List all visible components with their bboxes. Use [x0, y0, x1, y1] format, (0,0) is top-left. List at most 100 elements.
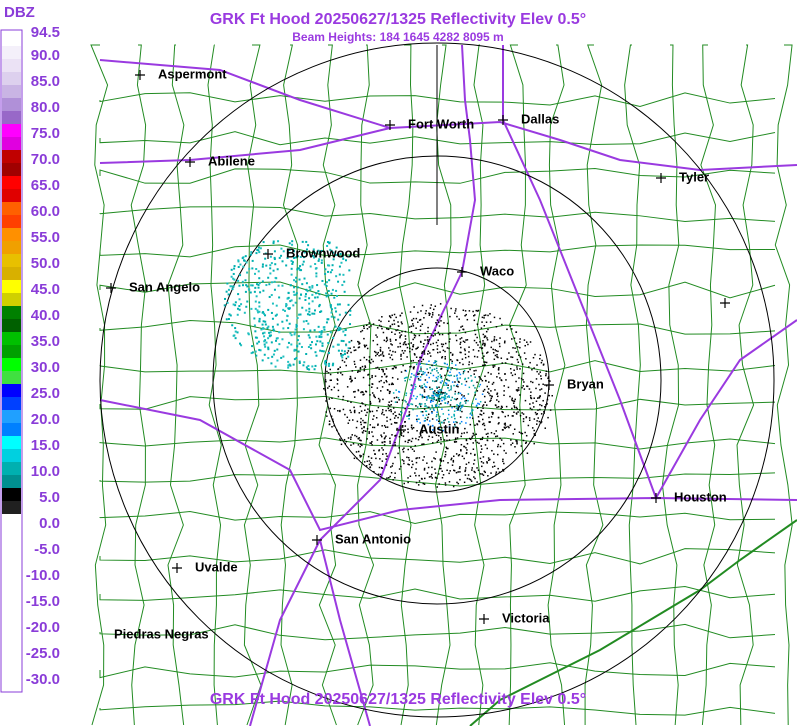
echo — [225, 318, 228, 321]
echo — [549, 409, 552, 411]
echo — [422, 358, 425, 361]
echo — [456, 379, 459, 381]
echo — [340, 354, 343, 357]
echo — [353, 360, 356, 363]
echo — [437, 392, 440, 394]
echo — [386, 337, 388, 339]
echo — [271, 355, 274, 358]
echo — [370, 457, 373, 459]
echo — [533, 442, 535, 445]
echo — [455, 421, 457, 423]
echo — [303, 251, 306, 254]
echo — [250, 284, 253, 287]
echo — [480, 448, 483, 450]
echo — [414, 335, 417, 337]
echo — [334, 253, 337, 256]
echo — [397, 321, 399, 323]
echo — [436, 378, 439, 380]
echo — [521, 363, 524, 365]
echo — [400, 334, 403, 336]
echo — [396, 329, 399, 331]
echo — [476, 356, 479, 358]
echo — [439, 437, 442, 439]
echo — [239, 274, 242, 277]
echo — [449, 404, 452, 406]
echo — [390, 403, 392, 406]
echo — [430, 475, 432, 478]
echo — [472, 442, 474, 444]
echo — [339, 438, 341, 440]
echo — [404, 335, 407, 337]
echo — [420, 366, 422, 368]
echo — [376, 439, 379, 441]
echo — [341, 255, 344, 258]
echo — [503, 341, 506, 344]
echo — [369, 400, 372, 403]
echo — [404, 407, 406, 410]
echo — [426, 339, 429, 341]
echo — [497, 467, 499, 470]
echo — [343, 290, 346, 293]
echo — [428, 406, 430, 409]
legend-label: 94.5 — [31, 24, 60, 41]
echo — [336, 303, 339, 306]
echo — [472, 349, 475, 351]
echo — [418, 480, 421, 482]
legend-swatch — [2, 33, 21, 46]
echo — [447, 333, 450, 335]
echo — [293, 358, 296, 361]
echo — [378, 368, 380, 370]
echo — [355, 435, 358, 438]
echo — [369, 394, 371, 396]
echo — [295, 323, 298, 326]
echo — [256, 342, 259, 345]
echo — [450, 368, 452, 371]
echo — [412, 408, 414, 411]
echo — [528, 366, 530, 368]
echo — [464, 469, 467, 471]
echo — [362, 419, 364, 422]
echo — [467, 399, 469, 402]
echo — [437, 375, 439, 378]
echo — [468, 361, 471, 363]
echo — [308, 336, 311, 339]
echo — [259, 247, 262, 250]
echo — [308, 286, 311, 289]
county-line — [99, 281, 776, 299]
echo — [350, 444, 352, 446]
echo — [394, 366, 397, 369]
echo — [514, 446, 516, 448]
echo — [410, 365, 412, 368]
echo — [467, 393, 470, 395]
echo — [481, 436, 484, 439]
echo — [444, 419, 446, 421]
legend-label: 70.0 — [31, 151, 60, 168]
echo — [294, 301, 297, 304]
echo — [468, 478, 471, 480]
echo — [479, 346, 481, 349]
echo — [493, 358, 496, 361]
echo — [357, 389, 360, 392]
coastline — [469, 519, 797, 726]
echo — [343, 353, 346, 356]
echo — [470, 480, 473, 482]
echo — [287, 364, 290, 367]
echo — [479, 413, 481, 416]
legend-swatch — [2, 72, 21, 85]
echo — [342, 340, 345, 343]
echo — [531, 381, 534, 384]
echo — [294, 349, 297, 352]
echo — [412, 317, 415, 320]
echo — [488, 421, 490, 423]
echo — [403, 482, 405, 485]
city-marker — [135, 70, 145, 80]
echo — [325, 400, 327, 402]
echo — [490, 432, 493, 434]
echo — [340, 261, 343, 264]
echo — [337, 433, 340, 435]
echo — [341, 356, 344, 359]
echo — [499, 345, 501, 348]
echo — [388, 409, 390, 412]
echo — [391, 465, 394, 467]
echo — [359, 359, 362, 361]
